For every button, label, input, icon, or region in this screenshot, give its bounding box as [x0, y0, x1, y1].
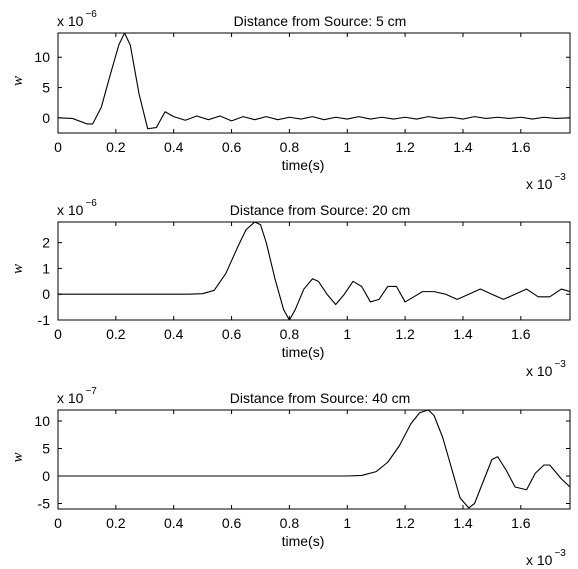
x-tick-label: 0.6: [222, 515, 242, 531]
chart-title: Distance from Source: 20 cm: [230, 202, 411, 218]
y-tick-label: 0: [42, 286, 50, 302]
series-line-1: [58, 33, 570, 129]
y-tick-label: 10: [34, 413, 50, 429]
y-exponent-base: x 10: [57, 202, 84, 218]
x-tick-label: 0: [54, 515, 62, 531]
y-axis-label: w: [10, 264, 26, 274]
x-tick-label: 0.8: [280, 139, 300, 155]
x-tick-label: 0.2: [106, 139, 126, 155]
x-tick-label: 0.8: [280, 326, 300, 342]
y-axis-label: w: [10, 452, 26, 462]
x-tick-label: 1: [343, 515, 351, 531]
x-tick-label: 0.4: [164, 326, 184, 342]
x-tick-label: 0: [54, 326, 62, 342]
x-exponent-base: x 10: [526, 363, 553, 379]
x-exponent-base: x 10: [526, 176, 553, 192]
x-tick-label: 1: [343, 139, 351, 155]
series-line-1: [58, 410, 570, 508]
y-tick-label: 5: [42, 441, 50, 457]
x-tick-label: 1.4: [453, 515, 473, 531]
y-exponent-power: −6: [85, 198, 97, 209]
y-exponent-power: −6: [85, 9, 97, 20]
x-tick-label: 1.2: [395, 326, 415, 342]
x-tick-label: 1.6: [511, 326, 531, 342]
chart-panel-1: Distance from Source: 5 cm 0 0.2 0.4 0.6 0.8 1…: [10, 9, 570, 192]
y-tick-label: 1: [42, 260, 50, 276]
y-tick-label: 5: [42, 80, 50, 96]
y-tick-label: 0: [42, 110, 50, 126]
y-exponent-label: x 10 −7: [57, 386, 97, 406]
series-line-1: [58, 222, 570, 320]
y-tick-label: 10: [34, 49, 50, 65]
x-exponent-label: x 10 −3: [526, 359, 566, 379]
chart-title: Distance from Source: 5 cm: [234, 13, 407, 29]
x-tick-label: 1.2: [395, 139, 415, 155]
x-tick-label: 0.2: [106, 515, 126, 531]
x-axis-label: time(s): [282, 533, 325, 549]
y-axis-label: w: [10, 76, 26, 86]
x-exponent-label: x 10 −3: [526, 172, 566, 192]
y-exponent-base: x 10: [57, 13, 84, 29]
y-tick-label: -5: [38, 496, 51, 512]
y-exponent-label: x 10 −6: [57, 9, 97, 29]
chart-panel-2: Distance from Source: 20 cm 0 0.2 0.4 0.6 0.8…: [10, 198, 570, 379]
x-tick-label: 0.4: [164, 515, 184, 531]
x-tick-label: 1: [343, 326, 351, 342]
x-tick-label: 1.6: [511, 139, 531, 155]
x-tick-label: 0.2: [106, 326, 126, 342]
x-tick-label: 1.4: [453, 139, 473, 155]
x-axis-label: time(s): [282, 157, 325, 173]
y-exponent-power: −7: [85, 386, 97, 397]
x-tick-label: 0.6: [222, 326, 242, 342]
x-tick-label: 1.4: [453, 326, 473, 342]
chart-panel-3: Distance from Source: 40 cm 0 0.2 0.4 0.6 0.8…: [10, 386, 570, 568]
axes-frame: [58, 410, 570, 509]
y-exponent-base: x 10: [57, 390, 84, 406]
y-exponent-label: x 10 −6: [57, 198, 97, 218]
x-exponent-power: −3: [554, 359, 566, 370]
x-tick-label: 0.6: [222, 139, 242, 155]
y-tick-label: 2: [42, 235, 50, 251]
x-tick-label: 1.6: [511, 515, 531, 531]
x-tick-label: 0.4: [164, 139, 184, 155]
y-tick-label: -1: [38, 312, 51, 328]
x-tick-label: 0.8: [280, 515, 300, 531]
x-tick-label: 0: [54, 139, 62, 155]
x-exponent-label: x 10 −3: [526, 548, 566, 568]
axes-frame: [58, 222, 570, 320]
x-exponent-base: x 10: [526, 552, 553, 568]
x-axis-label: time(s): [282, 344, 325, 360]
x-tick-label: 1.2: [395, 515, 415, 531]
y-tick-label: 0: [42, 468, 50, 484]
x-exponent-power: −3: [554, 548, 566, 559]
x-exponent-power: −3: [554, 172, 566, 183]
chart-title: Distance from Source: 40 cm: [230, 390, 411, 406]
